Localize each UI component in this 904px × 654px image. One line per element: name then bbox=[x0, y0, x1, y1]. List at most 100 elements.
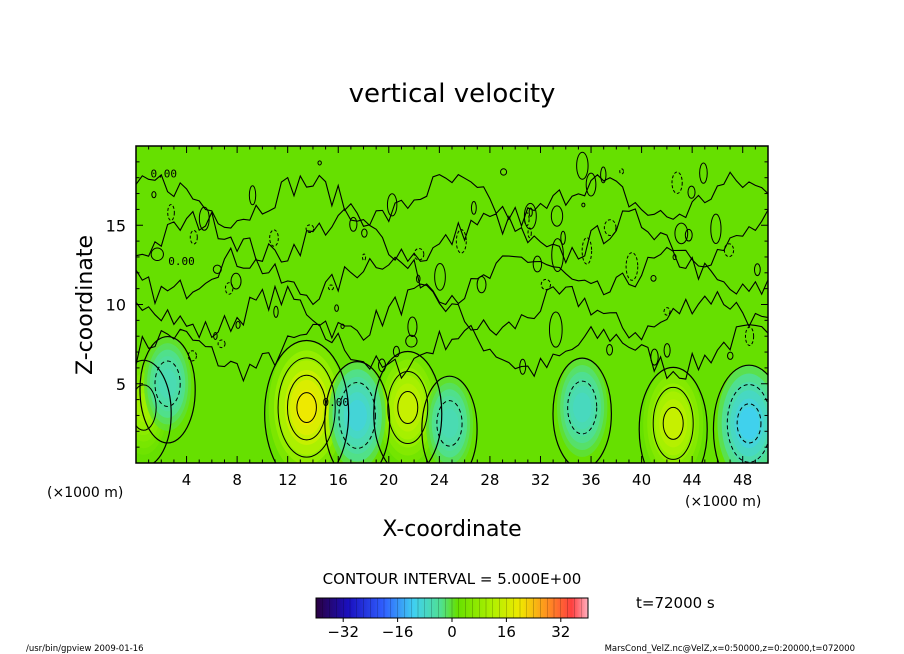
field-shade bbox=[397, 391, 418, 424]
small-contour-cell bbox=[550, 205, 564, 227]
zero-contour-wiggle bbox=[136, 246, 768, 306]
small-contour-cell bbox=[548, 311, 563, 348]
small-contour-cell bbox=[581, 202, 586, 208]
small-contour-cell bbox=[744, 326, 755, 346]
x-tick-label: 48 bbox=[733, 471, 752, 489]
contour-label: 0.00 bbox=[168, 255, 195, 268]
small-contour-cell bbox=[349, 216, 358, 232]
negative-contour bbox=[154, 360, 181, 407]
small-contour-cell bbox=[167, 204, 175, 221]
field-shade bbox=[663, 407, 684, 440]
small-contour-cell bbox=[334, 304, 339, 312]
small-contour-cell bbox=[212, 264, 222, 274]
small-contour-cell bbox=[392, 345, 400, 358]
x-tick-label: 44 bbox=[683, 471, 702, 489]
shaded-field bbox=[136, 336, 768, 463]
small-contour-cell bbox=[230, 272, 242, 290]
small-contour-cell bbox=[650, 274, 657, 282]
x-tick-label: 24 bbox=[430, 471, 449, 489]
zero-contour-wiggle bbox=[136, 171, 768, 229]
small-contour-cell bbox=[560, 230, 566, 245]
small-contour-cell bbox=[416, 274, 421, 284]
x-tick-label: 20 bbox=[379, 471, 398, 489]
x-tick-label: 4 bbox=[182, 471, 192, 489]
small-contour-cell bbox=[684, 228, 693, 242]
colorbar-tick-label: 16 bbox=[497, 623, 516, 641]
x-unit-left: (×1000 m) bbox=[47, 485, 123, 501]
field-shade bbox=[347, 399, 367, 432]
small-contour-cell bbox=[361, 228, 368, 238]
small-contour-cell bbox=[500, 168, 508, 176]
positive-contour bbox=[662, 406, 684, 440]
positive-contour bbox=[397, 391, 419, 425]
small-contour-cell bbox=[672, 254, 677, 261]
small-contour-cell bbox=[671, 171, 683, 194]
small-contour-cell bbox=[413, 247, 425, 261]
colorbar-tick-label: −32 bbox=[327, 623, 359, 641]
x-axis-label: X-coordinate bbox=[382, 517, 521, 542]
small-contour-cell bbox=[581, 237, 593, 265]
footer-right: MarsCond_VelZ.nc@VelZ,x=0:50000,z=0:2000… bbox=[605, 644, 855, 654]
small-contour-cell bbox=[248, 185, 257, 206]
small-contour-cell bbox=[650, 348, 659, 366]
y-tick-label: 10 bbox=[106, 296, 126, 315]
footer-left: /usr/bin/gpview 2009-01-16 bbox=[26, 644, 144, 654]
colorbar-bins bbox=[315, 598, 589, 618]
x-tick-label: 16 bbox=[329, 471, 348, 489]
x-unit-right: (×1000 m) bbox=[685, 494, 761, 510]
negative-contour bbox=[338, 381, 376, 449]
small-contour-cell bbox=[189, 229, 198, 245]
small-contour-cell bbox=[386, 193, 398, 217]
small-contour-cell bbox=[150, 247, 164, 262]
negative-contour bbox=[736, 403, 762, 444]
small-contour-cell bbox=[455, 229, 467, 254]
small-contour-cell bbox=[663, 307, 671, 316]
zero-contour bbox=[139, 335, 196, 444]
small-contour-cell bbox=[723, 243, 735, 258]
zero-contour-wiggle bbox=[136, 283, 768, 342]
small-contour-cell bbox=[217, 339, 226, 349]
small-contour-cell bbox=[600, 166, 607, 184]
small-contour-cell bbox=[340, 323, 345, 329]
small-contour-cell bbox=[269, 229, 279, 247]
small-contour-cell bbox=[187, 350, 197, 362]
field-shade bbox=[738, 407, 760, 440]
small-contour-cell bbox=[576, 151, 589, 180]
small-contour-cell bbox=[663, 343, 671, 358]
contour-label: 0.00 bbox=[151, 168, 178, 181]
colorbar-tick-label: 0 bbox=[447, 623, 457, 641]
x-tick-label: 8 bbox=[232, 471, 242, 489]
small-contour-cell bbox=[674, 222, 689, 245]
y-tick-label: 5 bbox=[116, 375, 126, 394]
small-contour-cell bbox=[527, 227, 532, 239]
small-contour-cell bbox=[476, 276, 487, 294]
contour-lines bbox=[136, 335, 768, 463]
small-contour-cell bbox=[619, 168, 624, 175]
zero-contour-wiggle bbox=[136, 208, 768, 268]
field-shade bbox=[295, 389, 318, 426]
small-contour-cell bbox=[710, 213, 722, 245]
small-contour-cell bbox=[405, 334, 418, 348]
small-contour-cell bbox=[361, 253, 367, 262]
negative-contour bbox=[436, 400, 463, 447]
positive-contour bbox=[296, 392, 317, 423]
zero-contour bbox=[421, 375, 478, 463]
y-tick-label: 15 bbox=[106, 216, 126, 235]
small-contour-cell bbox=[470, 201, 477, 215]
small-contour-cell bbox=[606, 343, 614, 356]
small-contour-cell bbox=[727, 351, 734, 360]
small-contour-cell bbox=[213, 332, 218, 340]
small-contour-cell bbox=[687, 185, 696, 199]
small-contour-cell bbox=[305, 224, 315, 233]
small-contour-cell bbox=[328, 284, 334, 291]
small-contour-cell bbox=[603, 219, 617, 237]
field-shade bbox=[572, 392, 592, 423]
colorbar-tick-label: −16 bbox=[382, 623, 414, 641]
zero-contour bbox=[712, 364, 768, 463]
small-contour-cell bbox=[585, 172, 597, 197]
zero-contour-wiggle bbox=[136, 323, 768, 383]
zero-contour bbox=[552, 357, 612, 463]
small-contour-cell bbox=[235, 320, 241, 329]
positive-contour bbox=[387, 371, 429, 445]
